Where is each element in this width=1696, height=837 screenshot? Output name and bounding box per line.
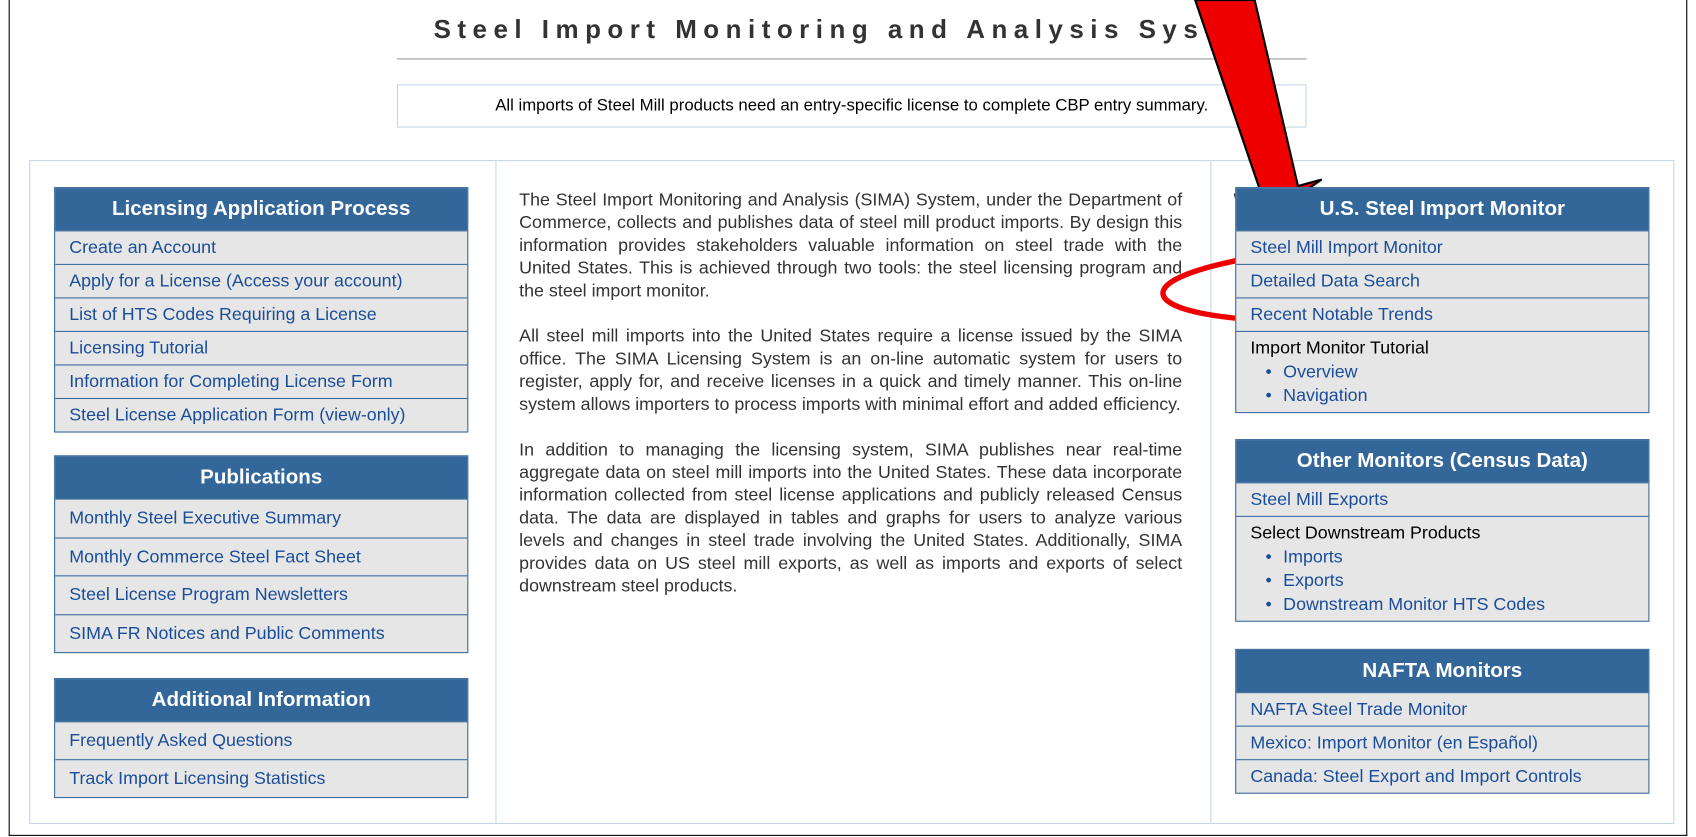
nav-link[interactable]: List of HTS Codes Requiring a License (55, 297, 467, 331)
group-label: Select Downstream Products (1250, 521, 1634, 545)
nav-link[interactable]: Detailed Data Search (1236, 264, 1648, 298)
nav-link[interactable]: Monthly Commerce Steel Fact Sheet (55, 537, 467, 575)
group-link[interactable]: Downstream Monitor HTS Codes (1265, 593, 1634, 617)
page-wrapper: Steel Import Monitoring and Analysis Sys… (0, 0, 1696, 837)
nav-link[interactable]: Steel Mill Exports (1236, 482, 1648, 516)
box-title: Licensing Application Process (55, 188, 467, 230)
page: {"header":{"title":"Steel Import Monitor… (0, 0, 1696, 837)
nav-link[interactable]: Mexico: Import Monitor (en Español) (1236, 726, 1648, 760)
box-title: NAFTA Monitors (1236, 650, 1648, 692)
nav-link[interactable]: Frequently Asked Questions (55, 721, 467, 759)
nav-box: Other Monitors (Census Data)Steel Mill E… (1235, 439, 1649, 622)
group-link[interactable]: Overview (1265, 360, 1634, 384)
nav-link[interactable]: Track Import Licensing Statistics (55, 759, 467, 797)
group-list: ImportsExportsDownstream Monitor HTS Cod… (1250, 545, 1634, 616)
box-title: U.S. Steel Import Monitor (1236, 188, 1648, 230)
group-link[interactable]: Imports (1265, 545, 1634, 569)
nav-link[interactable]: Steel License Program Newsletters (55, 575, 467, 613)
box-title: Additional Information (55, 679, 467, 721)
group-list: OverviewNavigation (1250, 360, 1634, 408)
nav-link[interactable]: Recent Notable Trends (1236, 297, 1648, 331)
nav-link[interactable]: Information for Completing License Form (55, 364, 467, 398)
nav-link[interactable]: Apply for a License (Access your account… (55, 264, 467, 298)
nav-link[interactable]: Licensing Tutorial (55, 331, 467, 365)
link-group: Select Downstream ProductsImportsExports… (1236, 516, 1648, 621)
group-link[interactable]: Exports (1265, 569, 1634, 593)
nav-link[interactable]: Steel License Application Form (view-onl… (55, 398, 467, 432)
group-link[interactable]: Navigation (1265, 384, 1634, 408)
nav-link[interactable]: Create an Account (55, 230, 467, 264)
nav-link[interactable]: SIMA FR Notices and Public Comments (55, 614, 467, 652)
link-group: Import Monitor TutorialOverviewNavigatio… (1236, 331, 1648, 412)
nav-link[interactable]: Steel Mill Import Monitor (1236, 230, 1648, 264)
nav-link[interactable]: NAFTA Steel Trade Monitor (1236, 692, 1648, 726)
nav-link[interactable]: Canada: Steel Export and Import Controls (1236, 759, 1648, 793)
nav-link[interactable]: Monthly Steel Executive Summary (55, 499, 467, 537)
group-label: Import Monitor Tutorial (1250, 336, 1634, 360)
box-title: Publications (55, 456, 467, 498)
box-title: Other Monitors (Census Data) (1236, 440, 1648, 482)
